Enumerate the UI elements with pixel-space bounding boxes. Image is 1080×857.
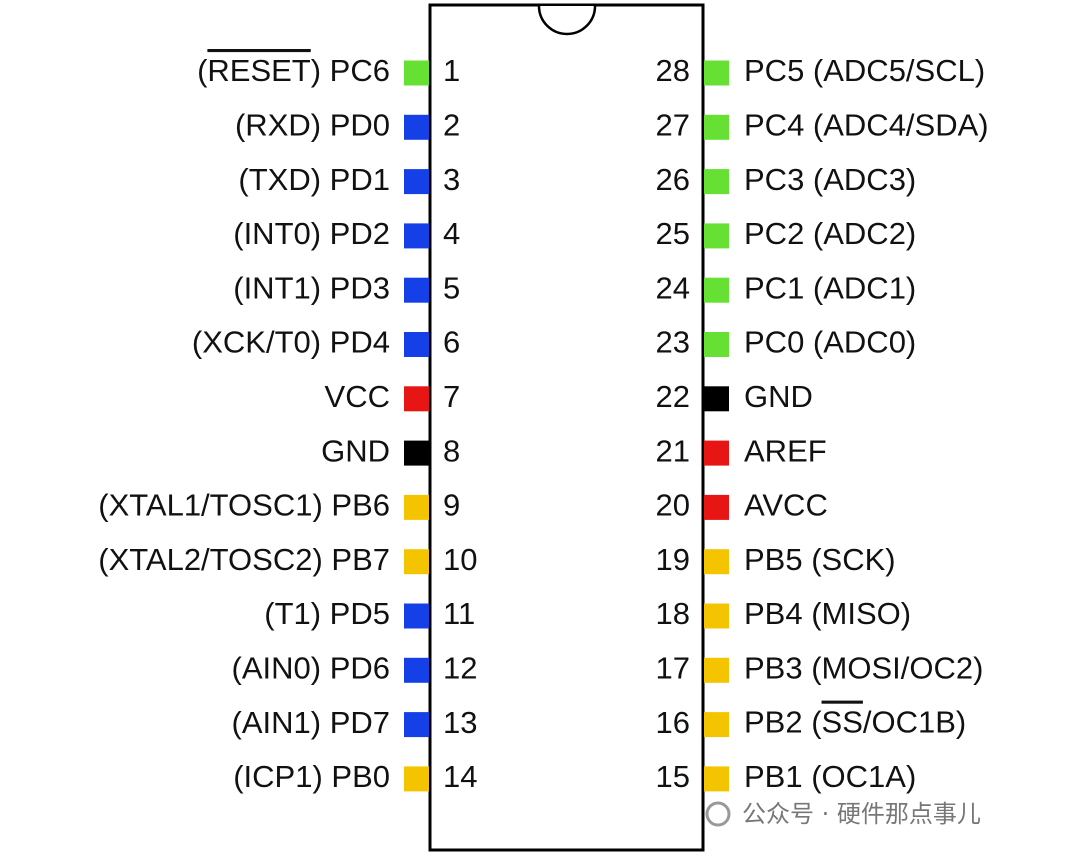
pin-pad bbox=[404, 332, 429, 357]
pin-pad bbox=[404, 60, 429, 86]
pin-label: GND bbox=[321, 433, 390, 468]
pin-number: 1 bbox=[443, 53, 460, 88]
pin-pad bbox=[704, 60, 729, 86]
pin-label: (XTAL1/TOSC1) PB6 bbox=[98, 488, 390, 523]
pin-number: 22 bbox=[656, 379, 690, 414]
pin-pad bbox=[404, 603, 429, 629]
pin-number: 15 bbox=[656, 759, 690, 794]
pin-pad bbox=[704, 657, 729, 683]
pin-label-part: RESET bbox=[207, 53, 310, 88]
pin-number: 6 bbox=[443, 325, 460, 360]
pin-pad bbox=[704, 549, 729, 575]
pin-label: (XTAL2/TOSC2) PB7 bbox=[98, 542, 390, 577]
pin-label: (INT0) PD2 bbox=[233, 216, 390, 251]
pin-number: 8 bbox=[443, 433, 460, 468]
pin-label: (INT1) PD3 bbox=[233, 270, 390, 305]
pin-label: PC4 (ADC4/SDA) bbox=[744, 107, 989, 142]
pin-label: PC1 (ADC1) bbox=[744, 270, 916, 305]
pin-number: 25 bbox=[656, 216, 690, 251]
pin-number: 14 bbox=[443, 759, 477, 794]
pin-label: AREF bbox=[744, 433, 827, 468]
pin-number: 23 bbox=[656, 325, 690, 360]
pin-label: GND bbox=[744, 379, 813, 414]
pin-label: (RXD) PD0 bbox=[235, 107, 390, 142]
pin-label: PB4 (MISO) bbox=[744, 596, 911, 631]
pin-pad bbox=[704, 766, 729, 792]
pin-label: PC0 (ADC0) bbox=[744, 325, 916, 360]
pin-label: (AIN1) PD7 bbox=[232, 705, 390, 740]
pin-number: 27 bbox=[656, 107, 690, 142]
pin-pad bbox=[404, 277, 429, 303]
pin-label: (T1) PD5 bbox=[264, 596, 390, 631]
pin-label: PB3 (MOSI/OC2) bbox=[744, 650, 983, 685]
pin-label-part: /OC1B) bbox=[863, 705, 966, 740]
pin-number: 16 bbox=[656, 705, 690, 740]
pin-pad bbox=[704, 603, 729, 629]
pin-number: 20 bbox=[656, 488, 690, 523]
pin-number: 13 bbox=[443, 705, 477, 740]
pin-pad bbox=[404, 657, 429, 683]
pin-number: 17 bbox=[656, 650, 690, 685]
chip-notch bbox=[537, 5, 597, 36]
pin-pad bbox=[404, 223, 429, 249]
pin-pad bbox=[704, 712, 729, 738]
pin-label-part: SS bbox=[822, 705, 863, 740]
pin-pad bbox=[404, 712, 429, 738]
pin-number: 18 bbox=[656, 596, 690, 631]
pin-number: 19 bbox=[656, 542, 690, 577]
pin-pad bbox=[404, 114, 429, 140]
pin-pad bbox=[404, 169, 429, 195]
pin-pad bbox=[704, 332, 729, 357]
watermark: 公众号 · 硬件那点事儿 bbox=[742, 800, 981, 828]
pin-label: PB5 (SCK) bbox=[744, 542, 896, 577]
pin-label: PC5 (ADC5/SCL) bbox=[744, 53, 985, 88]
pin-pad bbox=[704, 440, 729, 466]
chip-body bbox=[428, 3, 705, 852]
pin-label-part: ) PC6 bbox=[311, 53, 390, 88]
pin-label-part: PB2 ( bbox=[744, 705, 822, 740]
pin-number: 12 bbox=[443, 650, 477, 685]
pin-label: PB1 (OC1A) bbox=[744, 759, 916, 794]
pin-number: 26 bbox=[656, 162, 690, 197]
pin-label: PB2 (SS/OC1B) bbox=[744, 705, 966, 740]
pin-pad bbox=[704, 386, 729, 412]
pin-number: 2 bbox=[443, 107, 460, 142]
pin-number: 28 bbox=[656, 53, 690, 88]
pin-pad bbox=[704, 114, 729, 140]
pin-number: 21 bbox=[656, 433, 690, 468]
pin-label: (XCK/T0) PD4 bbox=[192, 325, 390, 360]
pin-pad bbox=[404, 440, 429, 466]
pin-number: 5 bbox=[443, 270, 460, 305]
pin-pad bbox=[404, 766, 429, 792]
pin-label: (RESET) PC6 bbox=[197, 53, 390, 88]
pin-number: 3 bbox=[443, 162, 460, 197]
pin-label: (TXD) PD1 bbox=[238, 162, 390, 197]
pin-label-part: ( bbox=[197, 53, 208, 88]
pin-label: PC3 (ADC3) bbox=[744, 162, 916, 197]
pin-label: VCC bbox=[325, 379, 390, 414]
watermark-icon bbox=[705, 801, 731, 827]
pin-number: 11 bbox=[443, 596, 475, 631]
pin-number: 7 bbox=[443, 379, 460, 414]
pin-pad bbox=[704, 223, 729, 249]
pin-number: 4 bbox=[443, 216, 460, 251]
pin-pad bbox=[704, 494, 729, 520]
pin-pad bbox=[404, 549, 429, 575]
pin-pad bbox=[404, 386, 429, 412]
pin-pad bbox=[404, 494, 429, 520]
pin-number: 24 bbox=[656, 270, 690, 305]
pin-label: AVCC bbox=[744, 488, 828, 523]
pin-label: (AIN0) PD6 bbox=[232, 650, 390, 685]
pin-label: PC2 (ADC2) bbox=[744, 216, 916, 251]
pin-number: 9 bbox=[443, 488, 460, 523]
pin-number: 10 bbox=[443, 542, 477, 577]
pin-label: (ICP1) PB0 bbox=[233, 759, 390, 794]
pin-pad bbox=[704, 277, 729, 303]
pin-pad bbox=[704, 169, 729, 195]
